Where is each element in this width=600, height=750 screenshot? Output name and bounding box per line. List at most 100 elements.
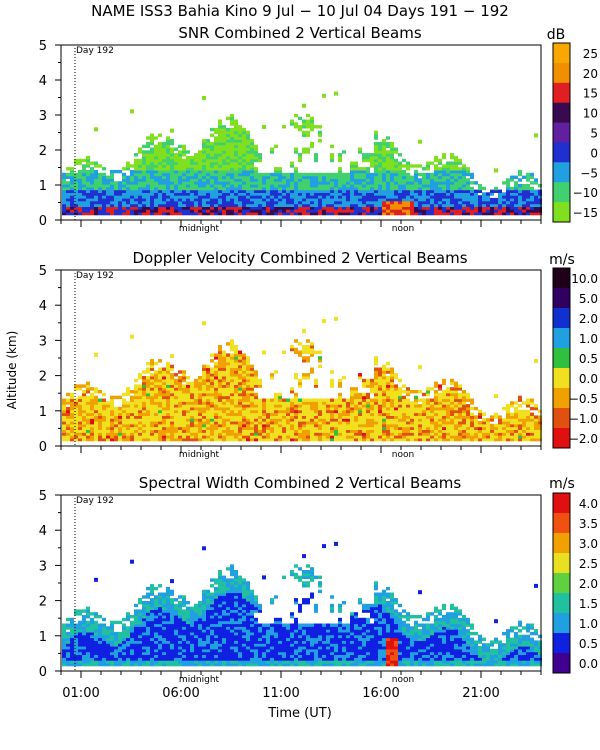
heatmap-cell (302, 192, 306, 196)
heatmap-cell (342, 435, 346, 439)
heatmap-cell (394, 203, 398, 207)
heatmap-cell (142, 426, 146, 430)
heatmap-cell (310, 119, 314, 123)
heatmap-cell (94, 651, 98, 655)
heatmap-cell (198, 178, 202, 182)
heatmap-cell (378, 150, 382, 154)
heatmap-cell (366, 437, 370, 442)
heatmap-cell (390, 384, 394, 388)
colorbar-swatch (553, 408, 570, 429)
heatmap-cell (394, 175, 398, 179)
heatmap-cell (406, 392, 410, 397)
heatmap-cell (138, 200, 142, 205)
heatmap-cell (230, 378, 234, 383)
heatmap-cell (86, 660, 90, 664)
heatmap-cell (226, 167, 230, 171)
heatmap-cell (374, 361, 378, 366)
heatmap-cell (174, 421, 178, 425)
heatmap-cell (446, 412, 450, 416)
heatmap-cell (454, 169, 458, 174)
heatmap-cell (466, 432, 470, 436)
heatmap-cell (174, 195, 178, 199)
heatmap-cell (402, 192, 406, 196)
heatmap-cell (378, 373, 382, 377)
heatmap-cell (166, 423, 170, 428)
heatmap-cell (186, 435, 190, 439)
heatmap-cell (162, 421, 166, 425)
heatmap-cell (406, 412, 410, 416)
heatmap-cell (530, 186, 534, 191)
heatmap-cell (202, 381, 206, 385)
heatmap-cell (166, 437, 170, 442)
heatmap-cell (470, 437, 474, 442)
heatmap-cell (386, 392, 390, 397)
heatmap-cell (434, 409, 438, 414)
heatmap-cell (234, 435, 238, 439)
heatmap-cell (238, 376, 242, 380)
heatmap-cell (394, 184, 398, 188)
heatmap-cell (354, 181, 358, 185)
heatmap-cell (342, 401, 346, 405)
heatmap-cell (202, 96, 206, 100)
heatmap-cell (438, 406, 442, 411)
heatmap-cell (374, 401, 378, 405)
heatmap-cell (470, 429, 474, 433)
heatmap-cell (130, 401, 134, 405)
heatmap-cell (414, 429, 418, 433)
heatmap-cell (394, 423, 398, 428)
colorbar-swatch (553, 43, 570, 64)
heatmap-cell (434, 192, 438, 196)
heatmap-cell (198, 376, 202, 380)
heatmap-cell (214, 164, 218, 168)
heatmap-cell (194, 432, 198, 436)
heatmap-cell (442, 175, 446, 179)
heatmap-cell (390, 153, 394, 157)
heatmap-cell (398, 418, 402, 422)
heatmap-cell (458, 415, 462, 419)
heatmap-cell (194, 206, 198, 210)
heatmap-cell (150, 359, 154, 363)
heatmap-cell (374, 161, 378, 165)
heatmap-cell (158, 359, 162, 363)
heatmap-cell (82, 415, 86, 419)
heatmap-cell (218, 197, 222, 202)
heatmap-cell (318, 175, 322, 179)
heatmap-cell (454, 395, 458, 400)
heatmap-cell (338, 415, 342, 419)
heatmap-cell (198, 392, 202, 397)
heatmap-cell (62, 640, 66, 644)
heatmap-cell (314, 172, 318, 177)
heatmap-cell (234, 381, 238, 385)
heatmap-cell (130, 184, 134, 188)
heatmap-cell (306, 119, 310, 123)
heatmap-cell (182, 175, 186, 179)
heatmap-cell (238, 437, 242, 442)
heatmap-cell (242, 423, 246, 428)
heatmap-cell (134, 406, 138, 411)
heatmap-cell (214, 209, 218, 213)
heatmap-cell (430, 406, 434, 411)
heatmap-cell (242, 376, 246, 380)
heatmap-cell (158, 192, 162, 196)
heatmap-cell (502, 423, 506, 428)
heatmap-cell (474, 406, 478, 411)
heatmap-cell (158, 211, 162, 216)
heatmap-cell (162, 189, 166, 193)
heatmap-cell (250, 175, 254, 179)
heatmap-cell (466, 172, 470, 177)
heatmap-cell (306, 192, 310, 196)
heatmap-cell (462, 184, 466, 188)
heatmap-cell (226, 144, 230, 149)
heatmap-cell (350, 387, 354, 391)
heatmap-cell (254, 373, 258, 377)
heatmap-cell (178, 390, 182, 394)
heatmap-cell (226, 421, 230, 425)
heatmap-cell (254, 415, 258, 419)
heatmap-cell (458, 435, 462, 439)
heatmap-cell (494, 415, 498, 419)
heatmap-cell (358, 197, 362, 202)
heatmap-cell (294, 415, 298, 419)
heatmap-cell (146, 153, 150, 157)
heatmap-cell (78, 197, 82, 202)
